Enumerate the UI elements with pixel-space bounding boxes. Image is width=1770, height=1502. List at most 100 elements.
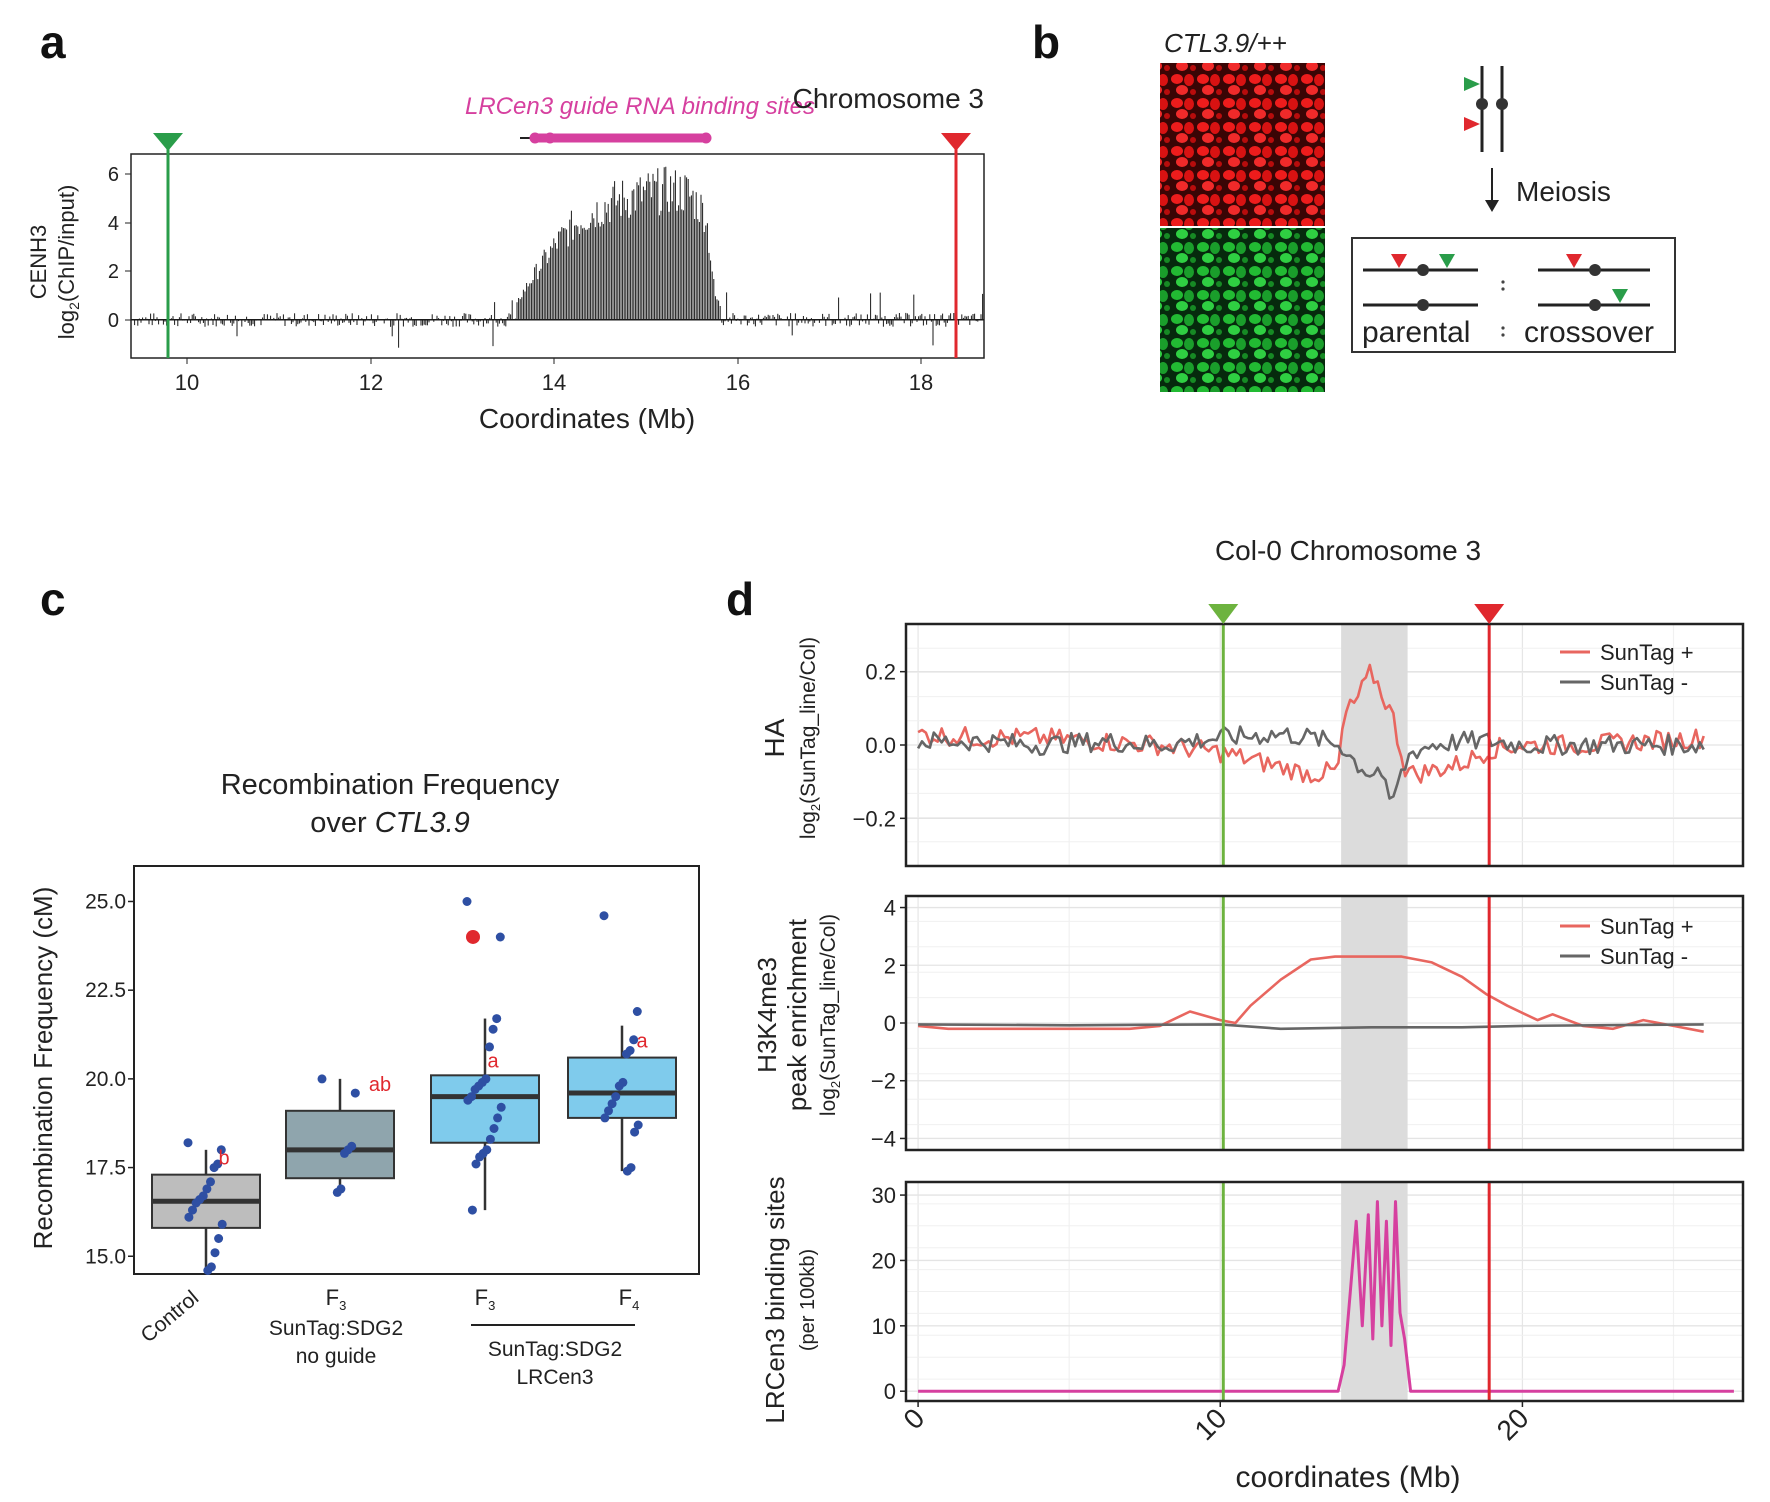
series-line — [917, 955, 1704, 1033]
panel-d: d Col-0 Chromosome 3 0.2 0.0 −0.2 SunTag + S… — [726, 535, 1745, 1494]
panel-a: a LRCen3 guide RNA binding sites Chromos… — [26, 16, 985, 434]
data-point — [614, 1081, 624, 1091]
data-point — [471, 1159, 481, 1169]
d-bot-ylabel-line2: (per 100kb) — [797, 1249, 819, 1351]
data-point — [599, 911, 609, 921]
d-xtick-label: 10 — [1189, 1402, 1233, 1446]
data-point — [622, 1049, 631, 1059]
d-ytick-label: −2 — [871, 1069, 896, 1094]
data-point — [206, 1177, 215, 1187]
c-xlabel-g4-generation: F4 — [619, 1285, 640, 1313]
parental-schematic — [1363, 254, 1478, 311]
d-panel-top: 0.2 0.0 −0.2 SunTag + SunTag - — [853, 622, 1745, 868]
c-ylabel: Recombination Frequency (cM) — [28, 887, 58, 1250]
a-ylabel-line1: CENH3 — [26, 225, 51, 300]
a-ytick-6: 6 — [108, 164, 119, 186]
a-xtick-18: 18 — [909, 370, 933, 395]
a-xtick-16: 16 — [726, 370, 750, 395]
d-xaxis: 0 10 20 — [897, 1401, 1535, 1446]
guide-site-start-dot — [529, 132, 541, 144]
crossover-schematic — [1538, 254, 1650, 311]
data-point — [485, 1134, 495, 1144]
guide-rna-label: LRCen3 guide RNA binding sites — [465, 93, 815, 120]
data-point — [463, 1095, 473, 1105]
data-point — [630, 1127, 640, 1137]
d-ytick-label: 0 — [884, 1379, 896, 1404]
series-line — [916, 725, 1705, 800]
data-point — [217, 1219, 227, 1229]
c-plot-frame — [133, 865, 700, 1275]
data-point — [488, 1024, 498, 1034]
data-point — [350, 1088, 360, 1098]
data-point — [607, 1099, 617, 1109]
data-point — [629, 1035, 639, 1045]
red-marker-arrow — [1464, 117, 1480, 131]
d-mid-ylabel-line3: log2(SunTag_line/Col) — [817, 914, 843, 1116]
d-top-ylabel-line1: HA — [759, 718, 790, 757]
meiosis-label: Meiosis — [1516, 176, 1611, 207]
d-ytick-label: 4 — [884, 896, 896, 921]
a-ylabel-line2: log2(ChIP/input) — [54, 185, 82, 340]
boxplot-group: ab — [285, 1074, 395, 1197]
highlight-point — [466, 929, 480, 944]
d-mid-ylabel-line1: H3K4me3 — [752, 957, 782, 1073]
c-xlabel-control: Control — [137, 1286, 204, 1347]
box-iqr — [285, 1109, 395, 1180]
a-ytick-4: 4 — [108, 213, 119, 235]
c-xlabel-g34-line2: LRCen3 — [516, 1366, 593, 1389]
c-title-line2: over CTL3.9 — [310, 807, 470, 839]
boxplot-group: a — [430, 897, 540, 1215]
data-point — [462, 897, 472, 906]
c-ytick-label: 25.0 — [85, 890, 126, 913]
d-xtick-label: 20 — [1491, 1402, 1535, 1446]
a-xtick-14: 14 — [542, 370, 566, 395]
significance-letter: b — [218, 1148, 229, 1170]
data-point — [214, 1234, 224, 1243]
data-point — [600, 1113, 610, 1123]
data-point — [632, 1007, 642, 1016]
d-ytick-label: 2 — [884, 953, 896, 978]
parental-label: parental — [1362, 316, 1470, 349]
c-ytick-label: 15.0 — [85, 1245, 126, 1268]
data-point — [203, 1266, 213, 1275]
c-xlabel-g3-generation: F3 — [475, 1285, 496, 1313]
chromosome-pair-schematic — [1464, 66, 1508, 152]
panel-b: b CTL3.9/++ Meiosis parental — [1032, 16, 1676, 392]
data-point — [470, 1085, 480, 1094]
a-xlabel: Coordinates (Mb) — [479, 403, 695, 434]
data-point — [183, 1138, 193, 1148]
panel-label-a: a — [40, 16, 66, 68]
guide-site-end-dot — [700, 132, 712, 144]
data-point — [604, 1106, 613, 1116]
d-ytick-label: −4 — [871, 1126, 896, 1151]
d-panel-frame — [904, 1180, 1745, 1403]
guide-sites-bar — [520, 132, 712, 144]
significance-letter: a — [636, 1031, 648, 1053]
d-ytick-label: 0.0 — [865, 733, 896, 758]
d-title: Col-0 Chromosome 3 — [1215, 535, 1481, 566]
legend-label-minus: SunTag - — [1600, 670, 1688, 695]
c-ytick-label: 20.0 — [85, 1068, 126, 1091]
d-ytick-label: 10 — [872, 1314, 896, 1339]
panel-label-d: d — [726, 573, 754, 625]
green-marker-arrow — [1464, 77, 1480, 91]
red-marker-triangle — [1474, 604, 1505, 624]
d-panel-mid: 4 2 0 −2 −4 SunTag + SunTag - — [871, 894, 1745, 1151]
legend-label-minus: SunTag - — [1600, 944, 1688, 969]
data-point — [495, 932, 505, 942]
panel-c: c Recombination Frequency over CTL3.9 15… — [28, 573, 700, 1389]
chromosome-title: Chromosome 3 — [793, 83, 984, 114]
panel-label-c: c — [40, 573, 66, 625]
series-line — [917, 663, 1705, 784]
data-point — [475, 1152, 485, 1162]
fluorescence-image-label: CTL3.9/++ — [1164, 28, 1287, 58]
data-point — [493, 1113, 503, 1123]
d-ytick-label: 30 — [872, 1183, 896, 1208]
data-point — [184, 1212, 194, 1222]
data-point — [489, 1124, 499, 1133]
d-bot-ylabel-line1: LRCen3 binding sites — [760, 1176, 790, 1423]
d-ytick-label: −0.2 — [853, 806, 896, 831]
data-point — [202, 1184, 212, 1194]
